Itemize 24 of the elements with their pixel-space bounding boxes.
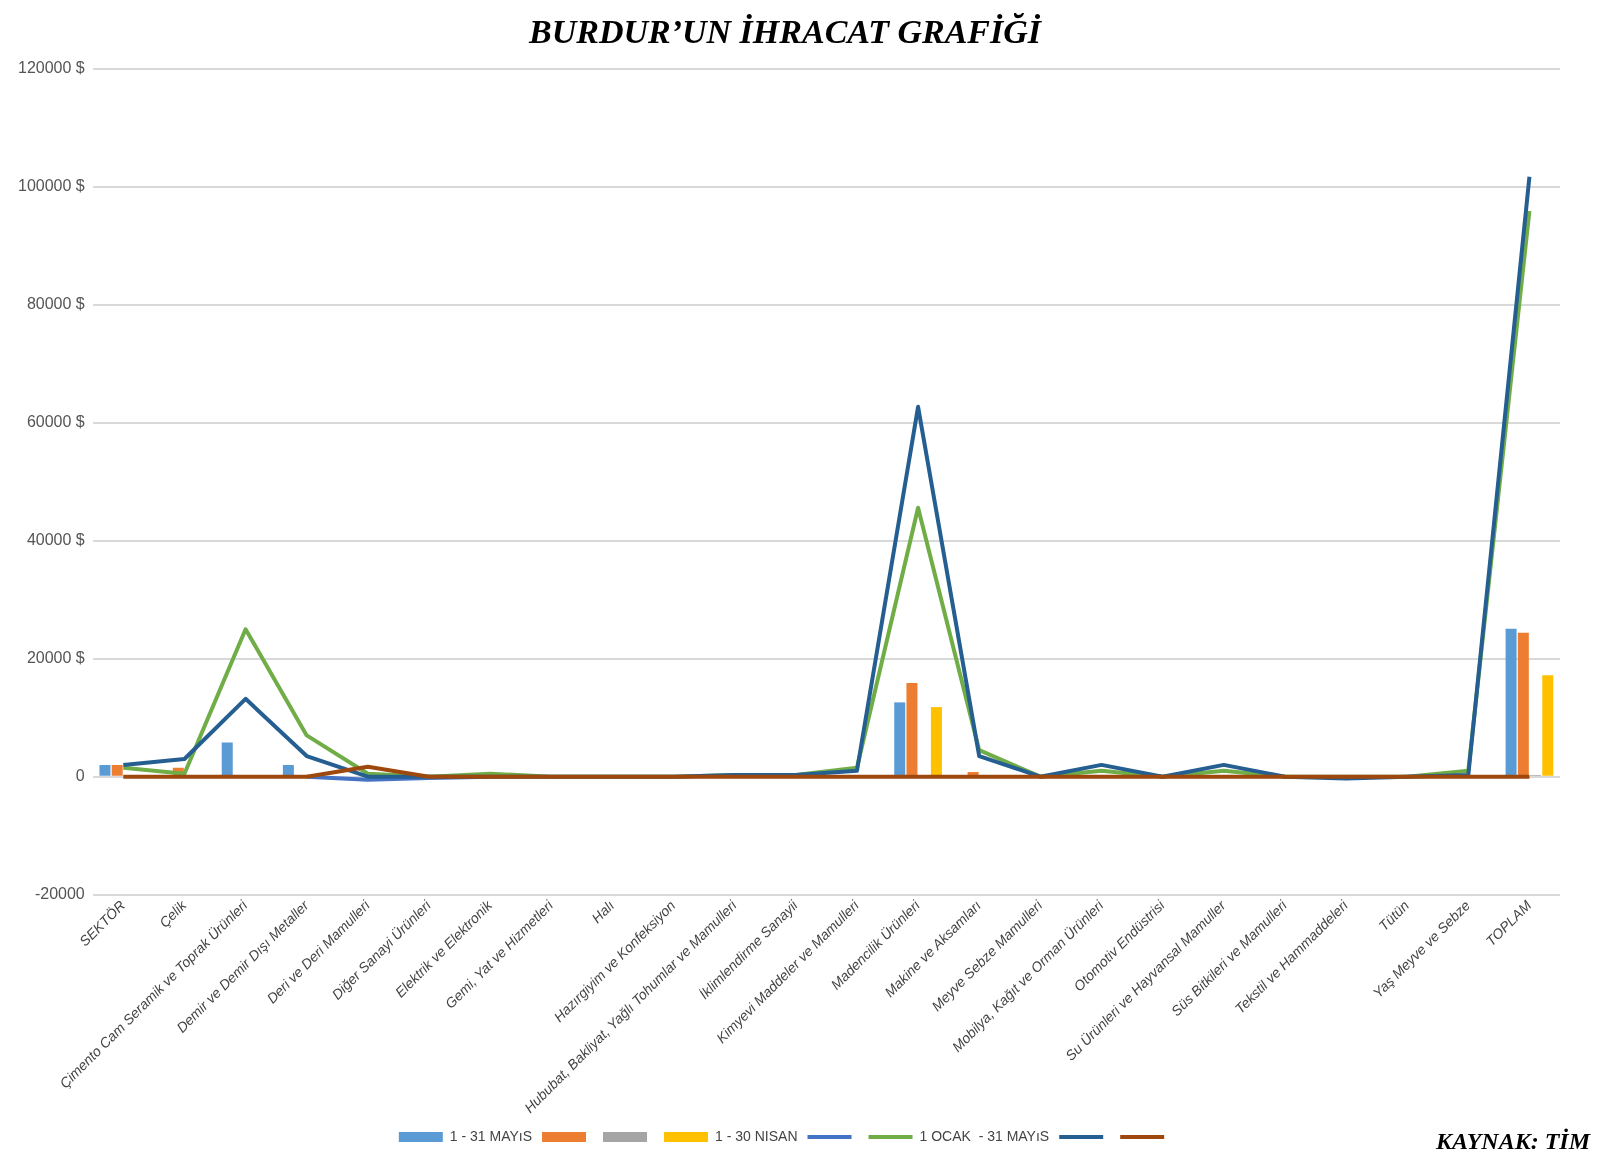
y-tick-label: 100000 $: [18, 177, 85, 195]
y-tick-label: -20000: [34, 885, 85, 903]
y-tick-label: 80000 $: [26, 295, 85, 313]
bar: [99, 764, 111, 776]
legend-label: 1 - 30 NISAN: [715, 1127, 798, 1144]
bar: [221, 742, 233, 776]
legend-label: 1 - 31 MAYıS: [449, 1127, 533, 1144]
bar: [1542, 675, 1554, 776]
chart-title: BURDUR’UN İHRACAT GRAFİĞİ: [527, 13, 1043, 51]
bar: [1505, 628, 1517, 776]
y-tick-label: 60000 $: [26, 413, 85, 431]
y-tick-label: 0: [75, 767, 85, 785]
bar: [282, 764, 294, 776]
bar: [930, 707, 942, 776]
x-tick-label: Halı: [588, 897, 618, 927]
legend-label: 1 OCAK - 31 MAYıS: [919, 1127, 1050, 1144]
y-tick-label: 20000 $: [26, 649, 85, 667]
bar: [906, 682, 918, 776]
bar: [1517, 632, 1529, 776]
bar: [111, 764, 123, 776]
y-tick-label: 120000 $: [18, 59, 85, 77]
text: KAYNAK: TİM: [1434, 1128, 1592, 1155]
bar: [894, 702, 906, 776]
y-tick-label: 40000 $: [26, 531, 85, 549]
